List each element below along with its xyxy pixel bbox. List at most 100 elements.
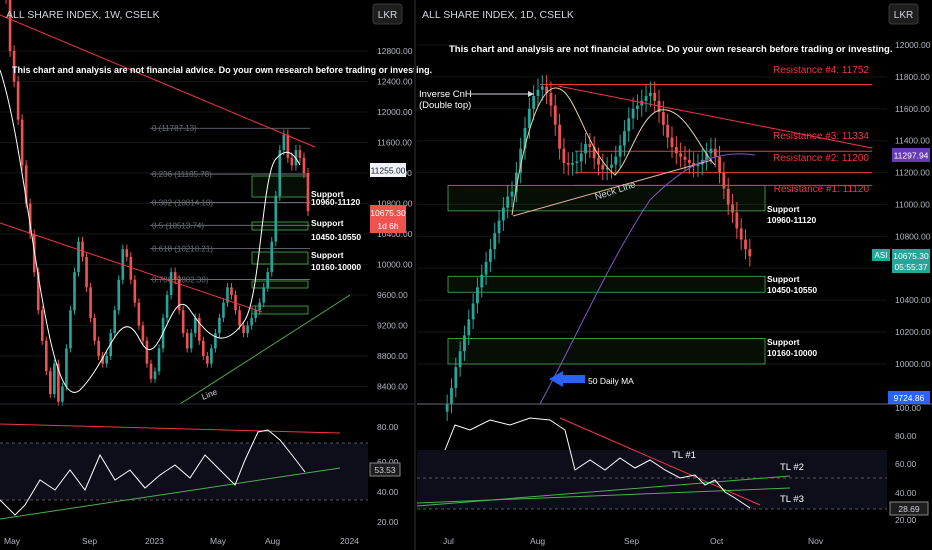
right-candle — [519, 148, 523, 173]
right-candle — [627, 118, 631, 132]
left-timer-badge: 1d 6h — [377, 221, 399, 231]
right-support-range: 10450-10550 — [767, 285, 817, 295]
left-candle — [262, 287, 266, 303]
right-candle — [636, 105, 639, 109]
left-candle — [8, 0, 12, 51]
fib-label: 0.618 (10210.21) — [152, 244, 213, 253]
right-rsi-tick: 40.00 — [895, 488, 917, 498]
right-bottom-price-badge: 9724.86 — [894, 393, 925, 403]
left-candle — [36, 272, 40, 311]
left-candle — [157, 348, 161, 372]
left-time-tick: Aug — [265, 536, 280, 546]
right-candle — [532, 96, 536, 109]
right-candle — [566, 163, 570, 165]
right-price-axis[interactable]: 12000.00 11800.00 11600.00 11400.00 11200.00… — [895, 40, 931, 369]
left-time-tick: May — [210, 536, 227, 546]
right-candle — [683, 156, 687, 160]
right-candle — [545, 86, 549, 93]
left-candle — [105, 356, 108, 364]
right-candle — [536, 89, 540, 97]
left-candle — [57, 363, 60, 402]
left-candle — [266, 272, 270, 288]
fib-label: 0.236 (11185.78) — [152, 170, 212, 179]
left-rsi-support — [0, 467, 341, 520]
ma-label: 50 Daily MA — [588, 376, 634, 386]
left-last-price-badge: 10675.30 — [370, 208, 406, 218]
left-candle — [197, 317, 201, 341]
left-candle — [141, 325, 145, 341]
right-candle — [571, 163, 574, 165]
right-rsi-tick: 100.00 — [895, 403, 921, 413]
left-price-tick: 9200.00 — [377, 321, 408, 331]
right-price-tick: 10400.00 — [895, 295, 931, 305]
right-candle — [666, 124, 670, 138]
right-time-tick: Sep — [624, 536, 639, 546]
tl3-label: TL #3 — [780, 494, 804, 505]
left-candle — [24, 165, 28, 204]
left-support-zone — [251, 221, 309, 231]
right-last-price-badge: 10675.30 — [893, 251, 929, 261]
left-candle — [53, 363, 56, 395]
left-support-zone — [251, 280, 309, 289]
left-candle — [133, 279, 137, 303]
left-candle — [16, 81, 20, 120]
right-candle — [653, 92, 657, 101]
left-currency-button[interactable]: LKR — [378, 10, 397, 21]
left-candle — [246, 325, 249, 334]
left-support-range: 10960-11120 — [311, 197, 360, 207]
left-resistance-line — [0, 222, 263, 313]
right-support-title: Support — [767, 274, 800, 284]
right-candle — [540, 86, 544, 90]
right-candle — [601, 164, 605, 170]
tl2-label: TL #2 — [780, 462, 804, 473]
weekly-chart-pane[interactable]: 0 (11787.13) 0.236 (11185.78) 0.382 (10814… — [0, 0, 432, 546]
left-candle — [173, 272, 177, 280]
ma-arrow-icon — [549, 371, 585, 387]
left-candle — [77, 241, 80, 273]
ma50-line — [539, 153, 756, 405]
symbol-badge: ASI — [875, 251, 888, 260]
right-candle — [744, 239, 747, 250]
right-currency-button[interactable]: LKR — [894, 10, 913, 21]
left-candle — [298, 150, 302, 158]
right-candle — [467, 319, 471, 336]
ma-badge: 11297.94 — [894, 151, 929, 161]
left-candle — [137, 302, 141, 326]
right-candle — [605, 167, 609, 170]
right-candle — [739, 228, 743, 240]
left-price-tick: 8800.00 — [377, 351, 408, 361]
right-candle — [471, 303, 475, 320]
right-candle — [610, 164, 613, 168]
left-rsi-badge: 53.53 — [374, 465, 396, 475]
right-candle — [514, 172, 518, 192]
right-candle — [575, 161, 579, 164]
daily-chart-pane[interactable]: ALL SHARE INDEX, 1D, CSELK LKR This char… — [416, 3, 932, 546]
left-uptrend-line — [179, 294, 351, 405]
left-candle — [290, 157, 294, 166]
left-candle — [40, 310, 44, 341]
left-rsi-tick: 20.00 — [377, 517, 399, 527]
right-time-axis[interactable]: Jul Aug Sep Oct Nov — [443, 536, 824, 546]
right-candle — [670, 137, 674, 148]
left-price-tick: 8400.00 — [377, 382, 408, 392]
left-candle — [177, 279, 181, 311]
left-candle — [242, 325, 245, 334]
left-candle — [302, 157, 306, 173]
left-candle — [85, 256, 88, 288]
right-candle — [623, 131, 626, 146]
left-rsi-axis[interactable]: 80.00 60.00 40.00 20.00 — [377, 422, 399, 527]
right-candle — [709, 148, 713, 154]
right-candle — [705, 153, 709, 160]
left-candle — [89, 287, 92, 318]
right-candle — [497, 220, 501, 234]
right-rsi-axis[interactable]: 100.00 80.00 60.00 40.00 20.00 — [895, 403, 921, 525]
fib-label: 0.382 (10814.10) — [152, 198, 213, 207]
left-candle — [28, 203, 32, 234]
left-support-title: Support — [311, 189, 344, 199]
right-candle — [588, 143, 592, 148]
right-candle — [679, 153, 683, 157]
left-candle — [81, 241, 84, 257]
right-price-tick: 12000.00 — [895, 40, 931, 50]
left-candle — [181, 310, 185, 334]
left-time-axis[interactable]: May Sep 2023 May Aug 2024 — [4, 536, 359, 546]
